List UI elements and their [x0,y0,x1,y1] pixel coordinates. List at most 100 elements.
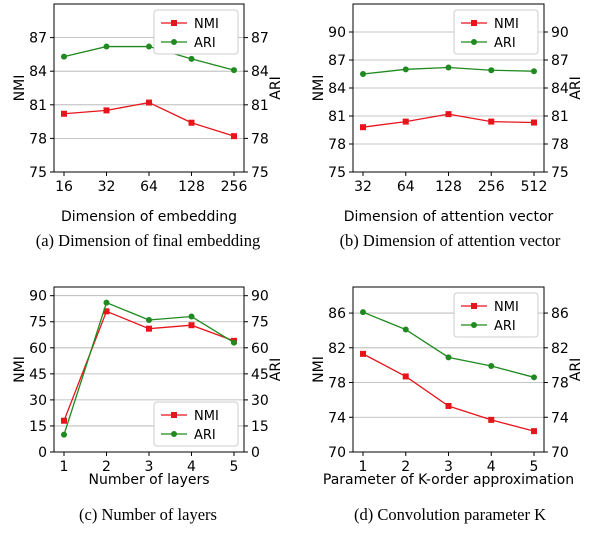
legend-marker-nmi [171,412,177,418]
y-tick-label-right: 84 [551,81,569,97]
data-point-nmi [531,428,537,435]
legend-marker-ari [171,39,177,45]
legend: NMI ARI [453,292,539,338]
y-tick-label: 75 [29,315,47,331]
x-tick-label: 32 [98,179,116,195]
y-tick-label-right: 30 [251,393,269,409]
chart-panel-2: 75 75 78 78 81 81 84 84 87 87 90 90 32 64 128 256 512 Dim… [311,3,584,250]
y-tick-label: 75 [328,165,346,181]
y-tick-label-right: 84 [251,64,269,80]
y-tick-label-right: 78 [551,137,569,153]
y-tick-label: 86 [328,306,346,322]
x-tick-label: 3 [145,459,154,475]
data-point-nmi [61,417,67,424]
legend-marker-ari [471,322,477,328]
y-tick-label: 87 [328,53,346,69]
chart-panel-1: 75 75 78 78 81 81 84 84 87 87 16 32 64 128 256 Dimensio… [12,3,284,250]
legend-marker-nmi [471,20,477,26]
y-axis-label-left: NMI [311,75,327,102]
y-axis-label-left: NMI [12,356,28,383]
data-point-nmi [146,99,152,106]
y-tick-label: 78 [328,137,346,153]
legend-label-ari: ARI [494,319,516,334]
data-point-nmi [61,110,67,117]
data-point-ari [488,363,495,370]
y-tick-label-right: 45 [251,367,269,383]
legend-label-ari: ARI [494,36,516,51]
data-point-nmi [188,322,195,329]
legend-marker-nmi [171,20,177,26]
data-point-nmi [445,111,452,118]
y-tick-label: 81 [29,98,47,114]
series-line-nmi [63,101,235,137]
x-tick-label: 128 [435,179,462,195]
y-tick-label: 45 [29,367,47,383]
data-point-nmi [103,107,110,114]
data-point-ari [231,67,237,74]
data-point-ari [188,55,195,62]
data-point-nmi [488,118,495,125]
y-tick-label-right: 75 [551,165,569,181]
data-point-nmi [488,416,495,423]
data-point-ari [360,309,366,316]
data-point-ari [146,317,152,323]
y-axis-label-right: ARI [568,358,584,381]
figure-caption: (c) Number of layers [79,505,217,524]
x-tick-label: 1 [60,459,69,475]
y-tick-label-right: 81 [251,98,269,114]
y-tick-label: 84 [328,81,346,97]
y-tick-label: 70 [328,445,346,461]
y-tick-label-right: 75 [251,315,269,331]
y-tick-label: 30 [29,393,47,409]
y-axis-label-right: ARI [268,358,284,381]
x-tick-label: 128 [178,179,205,195]
y-axis-label-right: ARI [268,76,284,99]
figure-caption: (d) Convolution parameter K [354,505,546,524]
y-tick-label: 60 [29,341,47,357]
x-axis-label: Dimension of attention vector [344,209,554,225]
y-tick-label-right: 15 [251,419,269,435]
x-tick-label: 256 [221,179,248,195]
data-point-nmi [231,133,237,140]
y-axis-label-right: ARI [568,76,584,99]
y-tick-label: 90 [29,289,47,305]
y-tick-label-right: 82 [551,341,569,357]
data-point-ari [531,374,537,381]
data-point-ari [402,66,409,73]
y-tick-label: 78 [328,376,346,392]
y-tick-label-right: 0 [251,445,260,461]
y-tick-label-right: 75 [251,165,269,181]
y-tick-label-right: 74 [551,410,569,426]
figure-caption: (a) Dimension of final embedding [36,231,261,250]
legend-label-ari: ARI [194,36,216,51]
data-point-ari [103,43,110,50]
data-point-ari [402,326,409,333]
data-point-nmi [103,308,110,315]
x-tick-label: 4 [487,459,496,475]
y-tick-label-right: 70 [551,445,569,461]
y-tick-label-right: 87 [551,53,569,69]
legend-marker-ari [171,431,177,437]
y-tick-label-right: 87 [251,31,269,47]
data-point-ari [360,71,366,77]
y-tick-label: 78 [29,131,47,147]
legend-label-nmi: NMI [494,300,519,315]
data-point-ari [445,64,452,71]
x-tick-label: 3 [444,459,453,475]
x-tick-label: 5 [230,459,239,475]
x-axis-label: Dimension of embedding [61,209,237,225]
data-point-nmi [360,124,366,131]
x-axis-label: Parameter of K-order approximation [323,472,574,488]
x-tick-label: 5 [530,459,539,475]
x-tick-label: 256 [478,179,505,195]
data-point-nmi [445,402,452,409]
x-tick-label: 2 [102,459,111,475]
data-point-nmi [531,119,537,126]
y-tick-label: 75 [29,165,47,181]
data-point-ari [531,68,537,75]
data-point-ari [488,67,495,74]
y-tick-label: 82 [328,341,346,357]
x-tick-label: 64 [140,179,158,195]
x-tick-label: 64 [397,179,415,195]
